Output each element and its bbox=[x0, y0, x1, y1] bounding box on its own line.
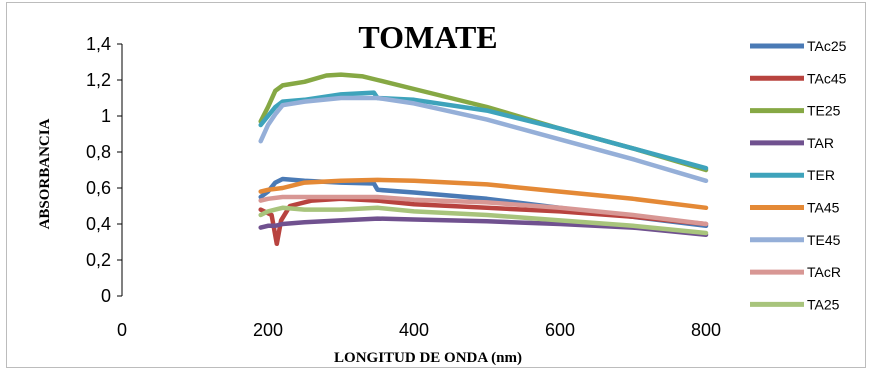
x-tick-label: 200 bbox=[253, 320, 283, 340]
x-tick-label: 0 bbox=[117, 320, 127, 340]
y-tick-label: 0,8 bbox=[86, 142, 111, 162]
series-line-ta45 bbox=[258, 177, 709, 211]
legend-label: TAR bbox=[807, 135, 834, 151]
y-tick-label: 1 bbox=[101, 106, 111, 126]
y-tick-label: 0,6 bbox=[86, 178, 111, 198]
series-line-ta25 bbox=[258, 205, 709, 236]
chart-frame bbox=[6, 2, 866, 368]
series-line-te45 bbox=[258, 95, 709, 184]
x-tick-label: 600 bbox=[545, 320, 575, 340]
y-tick-label: 1,2 bbox=[86, 70, 111, 90]
y-tick-label: 0,2 bbox=[86, 250, 111, 270]
x-tick-label: 800 bbox=[691, 320, 721, 340]
series-line-tar bbox=[258, 216, 709, 238]
y-tick-label: 0 bbox=[101, 286, 111, 306]
legend-label: TA45 bbox=[807, 200, 840, 216]
y-axis-title: ABSORBANCIA bbox=[37, 118, 53, 229]
series-line-te25 bbox=[258, 72, 709, 173]
legend-label: TAcR bbox=[807, 264, 841, 280]
series-line-tacr bbox=[258, 194, 709, 227]
legend-label: TAc45 bbox=[807, 70, 847, 86]
legend-label: TE45 bbox=[807, 232, 841, 248]
legend-label: TA25 bbox=[807, 296, 840, 312]
x-tick-label: 400 bbox=[399, 320, 429, 340]
legend-label: TE25 bbox=[807, 103, 841, 119]
x-axis-title: LONGITUD DE ONDA (nm) bbox=[334, 350, 522, 366]
y-tick-label: 0,4 bbox=[86, 214, 111, 234]
chart-title: TOMATE bbox=[358, 19, 497, 55]
y-tick-label: 1,4 bbox=[86, 34, 111, 54]
series-line-ter bbox=[258, 90, 709, 171]
legend-label: TAc25 bbox=[807, 38, 847, 54]
legend-label: TER bbox=[807, 167, 835, 183]
